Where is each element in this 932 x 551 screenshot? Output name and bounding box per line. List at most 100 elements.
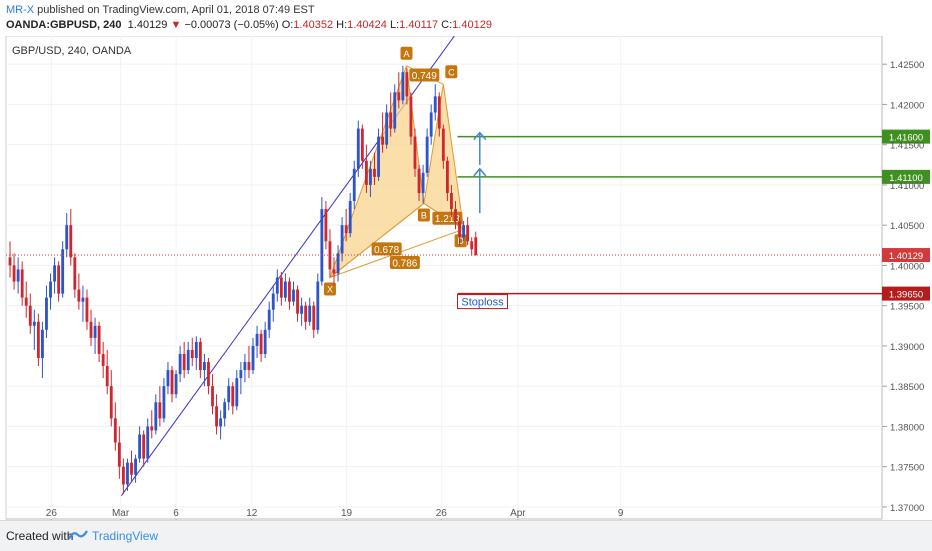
y-tick-label: 1.42500	[890, 60, 924, 71]
x-tick-label: Mar	[112, 508, 130, 519]
candle-body	[182, 353, 186, 371]
chart-area[interactable]: X A B C D 0.749 1.213 0.678 0.786 1.40129 1.41600…	[0, 36, 932, 520]
candle-body	[255, 333, 259, 346]
ratio-label: 0.678	[374, 245, 399, 256]
author-link[interactable]: MR-X	[6, 4, 35, 16]
candle-body	[243, 362, 247, 371]
candle-body	[61, 249, 65, 294]
stop-level-tag	[882, 286, 930, 301]
candle-body	[397, 92, 401, 101]
candle-body	[458, 221, 461, 238]
candle-body	[45, 297, 48, 330]
open-value: 1.40352	[293, 19, 334, 31]
candle-body	[53, 265, 56, 282]
x-tick-label: 9	[618, 508, 624, 519]
candle-body	[445, 160, 449, 193]
y-tick-label: 1.41000	[890, 181, 924, 192]
candle-body	[12, 265, 16, 282]
candle-body	[340, 225, 344, 254]
target-arrow-head	[473, 131, 487, 141]
ratio-label: 0.749	[412, 71, 437, 82]
candle-body	[69, 225, 73, 258]
y-tick-label: 1.37500	[890, 463, 924, 474]
x-tick-label: 19	[341, 508, 353, 519]
target-level-label: 1.41600	[889, 133, 923, 144]
candle-body	[377, 136, 380, 177]
candle-body	[89, 321, 93, 338]
grid	[6, 36, 882, 519]
candle-body	[401, 72, 405, 101]
current-price-tag	[882, 248, 930, 263]
candle-body	[413, 136, 417, 169]
candle-body	[154, 402, 158, 431]
candle-body	[324, 209, 328, 242]
candle-body	[105, 366, 109, 387]
candle-body	[259, 333, 263, 354]
candle-body	[223, 402, 227, 419]
candle-body	[332, 269, 336, 274]
time-axis[interactable]: 26 Mar 6 12 19 26 Apr 9	[46, 508, 624, 520]
symbol-label: OANDA:GBPUSD, 240	[6, 19, 122, 31]
candle-body	[470, 241, 474, 250]
candle-body	[385, 112, 389, 145]
high-value: 1.40424	[347, 19, 387, 31]
candle-body	[126, 462, 129, 485]
candle-body	[312, 305, 316, 330]
price-chart[interactable]: X A B C D 0.749 1.213 0.678 0.786 1.40129 1.41600…	[0, 36, 932, 520]
candle-body	[231, 386, 235, 407]
top-bar: MR-X published on TradingView.com, April…	[0, 0, 932, 36]
candle-body	[369, 168, 372, 185]
candle-body	[283, 281, 287, 298]
candle-body	[16, 269, 20, 282]
candle-body	[352, 168, 356, 202]
y-tick-label: 1.41500	[890, 141, 924, 152]
y-tick-label: 1.40500	[890, 221, 924, 232]
candle-body	[421, 172, 425, 193]
candle-body	[235, 378, 239, 407]
pattern-point-label: C	[448, 67, 455, 77]
tradingview-brand[interactable]: TradingView	[92, 529, 159, 543]
pattern-point-badge	[417, 208, 430, 222]
x-tick-label: Apr	[510, 508, 526, 519]
chart-title: GBP/USD, 240, OANDA	[12, 45, 132, 57]
candles	[8, 65, 478, 495]
candle-body	[429, 112, 433, 137]
candle-body	[207, 362, 210, 387]
candle-body	[393, 92, 397, 129]
candle-body	[462, 225, 466, 238]
levels: 1.40129 1.41600 1.41100 1.39650 Stoploss	[6, 129, 930, 310]
ratio-label: 1.213	[435, 214, 460, 225]
close-value: 1.40129	[452, 19, 492, 31]
candle-body	[389, 112, 393, 129]
candle-body	[466, 225, 470, 242]
target-level-tag	[882, 129, 930, 144]
pattern-point-badge	[445, 65, 458, 79]
candle-body	[454, 209, 457, 222]
candle-body	[85, 297, 89, 322]
price-axis[interactable]: 1.37000 1.37500 1.38000 1.38500 1.39000 1.395…	[882, 60, 924, 514]
published-text: published on TradingView.com, April 01, …	[34, 4, 315, 16]
x-tick-label: 26	[436, 508, 448, 519]
candle-body	[24, 297, 28, 306]
candle-body	[211, 386, 214, 407]
candle-body	[227, 386, 231, 403]
candle-body	[409, 96, 413, 137]
stoploss-box	[457, 294, 509, 310]
change-arrow: ▼	[170, 19, 182, 31]
candle-body	[142, 434, 146, 459]
ratio-badge	[389, 256, 420, 270]
pattern-point-label: X	[327, 285, 333, 295]
pattern-leg	[329, 203, 425, 278]
candle-body	[146, 426, 150, 459]
pattern-point-label: A	[403, 49, 409, 59]
y-tick-label: 1.39500	[890, 302, 924, 313]
candle-body	[348, 201, 352, 234]
candle-body	[109, 386, 113, 419]
candle-body	[292, 289, 295, 302]
candle-body	[178, 353, 182, 375]
candle-body	[36, 321, 40, 358]
created-with-label: Created with	[6, 529, 74, 543]
stop-level-label: 1.39650	[889, 290, 923, 301]
candle-body	[271, 293, 275, 310]
candle-body	[166, 370, 170, 387]
